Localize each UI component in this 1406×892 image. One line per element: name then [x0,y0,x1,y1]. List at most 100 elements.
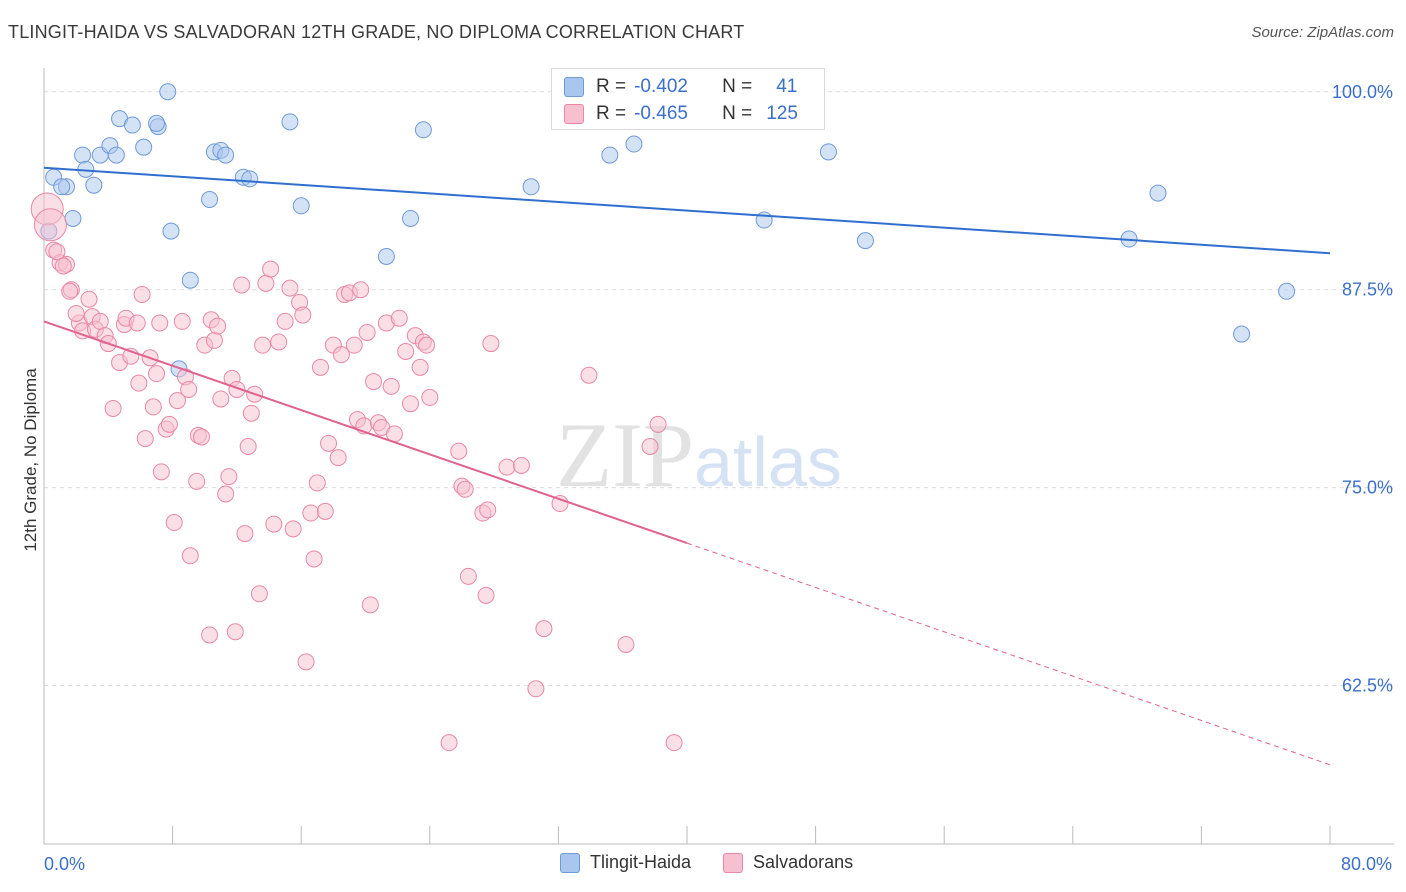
tlingit-point [148,114,166,132]
legend-item-salvadoran[interactable]: Salvadorans [723,852,853,873]
salvadoran-point [209,317,227,335]
salvadoran-point [181,547,199,565]
tlingit-point [201,190,219,208]
salvadoran-point [329,449,347,467]
tlingit-trend-line [43,166,1331,255]
bottom-legend: Tlingit-Haida Salvadorans [560,852,875,873]
salvadoran-point [311,358,329,376]
salvadoran-point [276,312,294,330]
tlingit-point [601,146,619,164]
salvadoran-point [104,399,122,417]
salvadoran-point [397,342,415,360]
salvadoran-point [498,458,516,476]
salvadoran-point [193,428,211,446]
salvadoran-point [165,514,183,532]
source-label: Source: ZipAtlas.com [1251,24,1394,41]
tlingit-point [292,197,310,215]
tlingit-point [1278,282,1296,300]
salvadoran-point [91,312,109,330]
watermark-zip: ZIP [556,404,694,506]
salvadoran-point [440,734,458,752]
salvadoran-point [284,520,302,538]
salvadoran-point [477,586,495,604]
salvadoran-point [54,257,72,275]
salvadoran-point [236,525,254,543]
tlingit-point [53,178,71,196]
tlingit-point [402,209,420,227]
y-tick-label: 62.5% [1342,676,1393,696]
salvadoran-point [641,437,659,455]
tlingit-point [856,232,874,250]
salvadoran-point [281,279,299,297]
salvadoran-point [297,653,315,671]
salvadoran-point [665,734,683,752]
legend-item-tlingit[interactable]: Tlingit-Haida [560,852,691,873]
salvadoran-point [220,468,238,486]
salvadoran-point [352,281,370,299]
salvadoran-point [152,463,170,481]
legend-label-salvadoran: Salvadorans [753,852,854,872]
salvadoran-point [257,274,275,292]
salvadoran-point [250,585,268,603]
salvadoran-point [305,550,323,568]
tlingit-point [135,138,153,156]
salvadoran-point [168,392,186,410]
salvadoran-point [332,346,350,364]
tlingit-point [217,146,235,164]
stats-row-tlingit: R = -0.402 N = 41 [564,74,797,100]
salvadoran-point [302,504,320,522]
salvadoran-point [173,312,191,330]
salvadoran-point [450,442,468,460]
salvadoran-point [527,680,545,698]
tlingit-point [107,146,125,164]
tlingit-point [64,209,82,227]
tlingit-point [281,113,299,131]
tlingit-point [159,83,177,101]
salvadoran-point [459,567,477,585]
watermark: ZIPatlas [556,402,842,508]
salvadoran-point [418,336,436,354]
salvadoran-point [365,373,383,391]
y-axis-label: 12th Grade, No Diploma [21,368,40,552]
salvadoran-point [201,626,219,644]
salvadoran-point [617,635,635,653]
salvadoran-point [649,415,667,433]
salvadoran-point [151,314,169,332]
x-tick-label: 80.0% [1341,854,1392,874]
salvadoran-point [512,457,530,475]
x-tick-label: 0.0% [44,854,85,874]
salvadoran-point [160,415,178,433]
salvadoran-point [345,336,363,354]
r-value: -0.402 [634,76,688,97]
salvadoran-point [144,398,162,416]
salvadoran-point [67,304,85,322]
y-tick-label: 75.0% [1342,478,1393,498]
stats-legend: R = -0.402 N = 41 R = -0.465 N = 125 [551,68,825,130]
salvadoran-point [265,515,283,533]
salvadoran-point [239,437,257,455]
salvadoran-point [205,331,223,349]
tlingit-point [123,116,141,134]
salvadoran-point [320,434,338,452]
salvadoran-point [361,596,379,614]
tlingit-point [414,121,432,139]
y-tick-label: 100.0% [1332,82,1393,102]
salvadoran-point [61,282,79,300]
salvadoran-point [358,323,376,341]
salvadoran-point [180,380,198,398]
salvadoran-point [133,285,151,303]
tlingit-point [819,143,837,161]
tlingit-point [1233,325,1251,343]
salvadoran-point [294,306,312,324]
r-label: R = [596,76,627,97]
legend-label-tlingit: Tlingit-Haida [590,852,692,872]
salvadoran-point [308,474,326,492]
salvadoran-point [479,501,497,519]
salvadoran-point [456,480,474,498]
salvadoran-point [226,623,244,641]
salvadoran-trend-line-extension [686,542,1331,766]
salvadoran-point [136,430,154,448]
tlingit-point [625,135,643,153]
salvadoran-point [80,290,98,308]
